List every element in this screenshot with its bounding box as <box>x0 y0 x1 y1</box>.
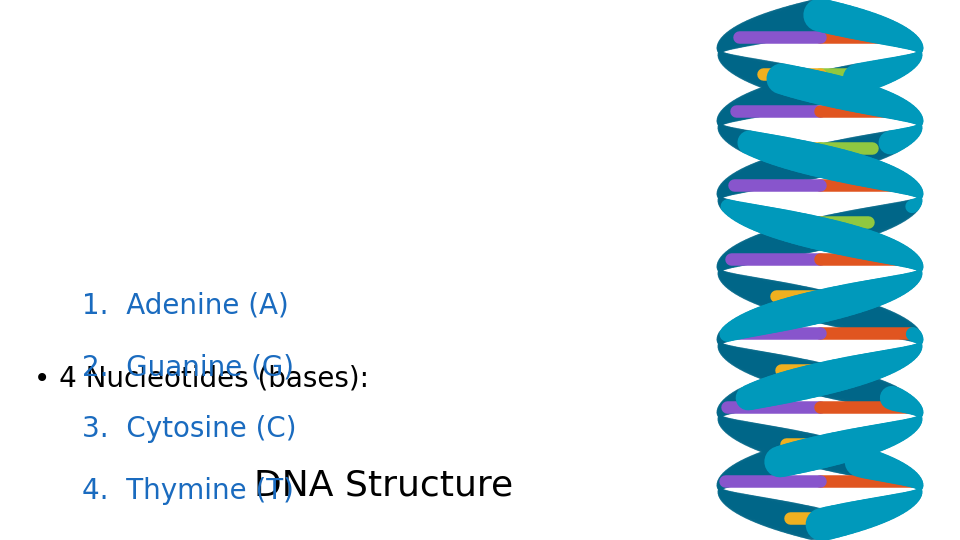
Text: 3.  Cytosine (C): 3. Cytosine (C) <box>82 415 296 443</box>
Text: DNA Structure: DNA Structure <box>254 469 514 503</box>
Text: 2.  Guanine (G): 2. Guanine (G) <box>82 353 294 381</box>
Text: • 4 Nucleotides (bases):: • 4 Nucleotides (bases): <box>34 364 369 392</box>
Text: 4.  Thymine (T): 4. Thymine (T) <box>82 477 294 505</box>
Text: 1.  Adenine (A): 1. Adenine (A) <box>82 291 288 319</box>
